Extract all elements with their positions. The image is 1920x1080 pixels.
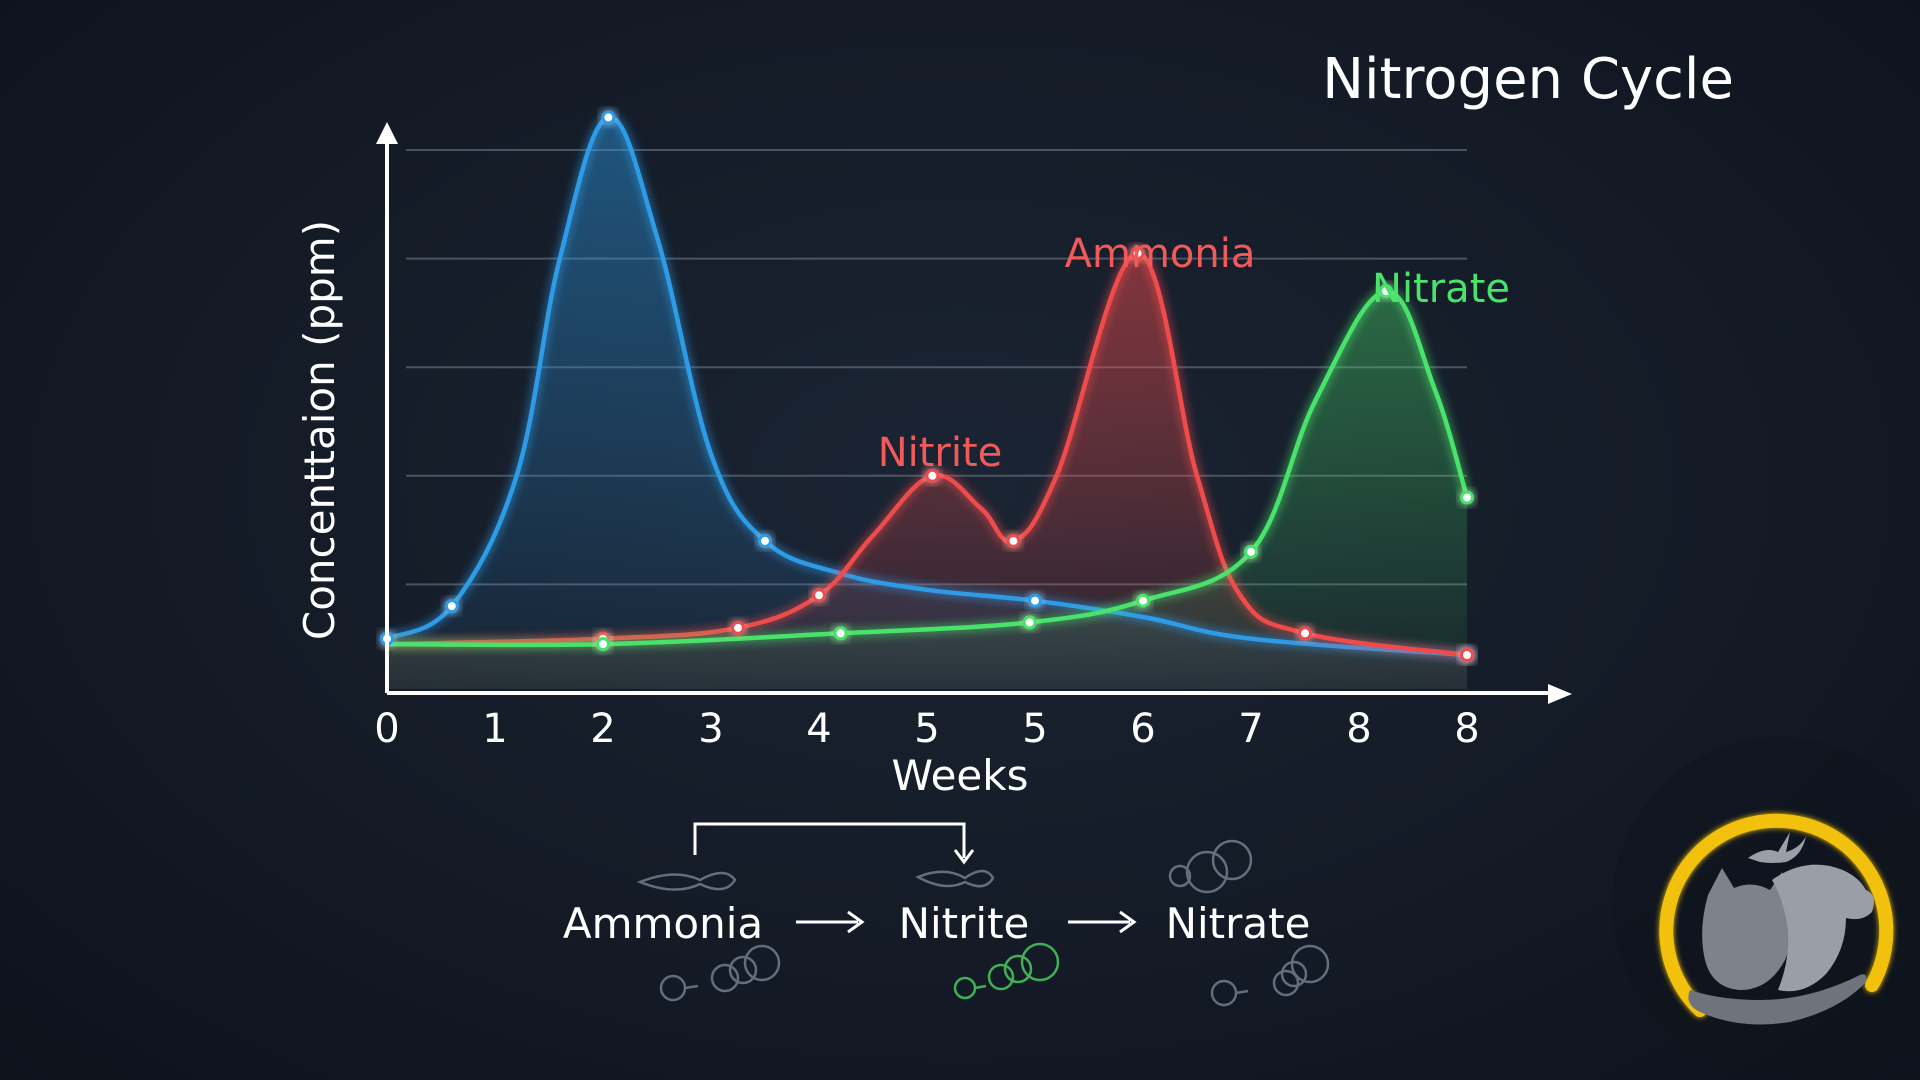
flow-step-nitrate: Nitrate [1166, 899, 1311, 948]
data-point-red [1298, 626, 1312, 641]
data-points [380, 110, 1474, 662]
data-point-red [812, 588, 826, 603]
data-point-green [1136, 593, 1150, 608]
ammonia-molecule-icon [636, 871, 781, 1002]
series-label-nitrate: Nitrate [1372, 266, 1510, 312]
dog-silhouette-icon [1772, 864, 1874, 992]
flow-step-nitrite: Nitrite [899, 899, 1030, 948]
data-point-red [731, 620, 745, 635]
series-area-green [387, 291, 1467, 689]
y-axis-arrowhead-icon [376, 122, 398, 144]
x-tick-label: 5 [1022, 706, 1047, 752]
data-point-green [1379, 284, 1393, 299]
nitrogen-flow-diagram: Ammonia Nitrite Nitrate [563, 822, 1330, 1007]
series-line-green [384, 288, 1470, 648]
x-tick-label: 3 [698, 706, 723, 752]
nitrite-bubbles-icon [953, 942, 1060, 1000]
axes [376, 122, 1572, 704]
data-point-green [1022, 615, 1037, 630]
data-point-blue [601, 110, 616, 125]
y-axis-label: Concenttaion (ppm) [295, 220, 344, 640]
bird-silhouette-icon [1748, 832, 1806, 863]
series-label-nitrite: Nitrite [878, 430, 1003, 476]
data-point-green [833, 626, 848, 641]
data-point-blue [1028, 593, 1042, 608]
series-areas [387, 117, 1467, 689]
x-tick-label: 1 [482, 706, 507, 752]
data-point-red [925, 468, 940, 483]
series-area-red [387, 253, 1467, 689]
series-area-blue [387, 117, 1467, 689]
x-tick-label: 2 [590, 706, 615, 752]
data-point-blue [758, 533, 772, 548]
nitrite-molecule-icon [915, 869, 995, 888]
long-right-arrow-icon [1068, 910, 1137, 934]
x-tick-label: 7 [1238, 706, 1263, 752]
series-line-blue [384, 115, 1470, 658]
data-point-green [596, 637, 610, 652]
data-point-green [1244, 544, 1258, 559]
x-axis-label: Weeks [892, 751, 1029, 800]
x-tick-label: 5 [914, 706, 939, 752]
hand-silhouette-icon [1688, 974, 1867, 1025]
data-point-red [1006, 533, 1021, 548]
x-axis-arrowhead-icon [1548, 684, 1572, 704]
series-label-ammonia: Ammonia [1065, 231, 1256, 277]
pet-care-logo-icon [1612, 737, 1920, 1073]
chart-title: Nitrogen Cycle [1322, 47, 1734, 112]
nitrate-molecule-icon [1168, 839, 1330, 1007]
x-tick-label: 4 [806, 706, 831, 752]
flow-step-ammonia: Ammonia [563, 899, 763, 948]
bracket-arrow-icon [693, 822, 966, 858]
x-tick-label: 8 [1346, 706, 1371, 752]
cat-silhouette-icon [1702, 868, 1791, 990]
data-point-red [1130, 246, 1145, 261]
data-point-blue [444, 599, 459, 614]
data-point-red [1460, 647, 1474, 662]
long-right-arrow-icon [796, 910, 865, 934]
bracket-arrowhead-icon [953, 849, 975, 865]
data-point-green [1460, 490, 1474, 505]
x-tick-label: 8 [1454, 706, 1479, 752]
x-tick-label: 0 [374, 706, 399, 752]
x-tick-labels: 0 1 2 3 4 5 5 6 7 8 8 [374, 706, 1479, 752]
x-tick-label: 6 [1130, 706, 1155, 752]
